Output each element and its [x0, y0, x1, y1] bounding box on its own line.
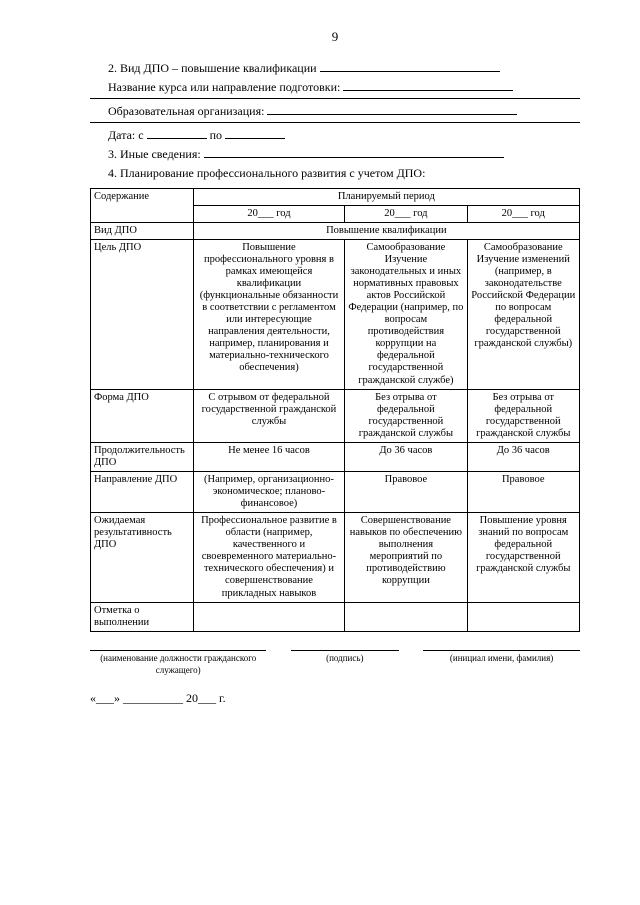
forma-y2: Без отрыва от федеральной государственно… [345, 389, 467, 442]
sig-sign: (подпись) [291, 650, 399, 676]
table-row: Продолжитель­ность ДПО Не менее 16 часов… [91, 442, 580, 471]
sig-position-label: (наименование должности гражданского слу… [90, 650, 266, 676]
section3-label: 3. Иные сведения: [108, 147, 201, 161]
otm-y3 [467, 602, 579, 631]
final-date: «___» __________ 20___ г. [90, 690, 580, 706]
ozh-y2: Совершенствова­ние навыков по обеспечени… [345, 513, 467, 602]
year-cell: 20___ год [193, 205, 345, 222]
prod-y3: До 36 часов [467, 442, 579, 471]
year-cell: 20___ год [467, 205, 579, 222]
org-line: Образовательная организация: [90, 103, 580, 119]
section2-value: повышение квалификации [181, 61, 317, 75]
table-row: Форма ДПО С отрывом от федеральной госуд… [91, 389, 580, 442]
table-row: Цель ДПО Повышение профессионального уро… [91, 239, 580, 389]
signature-row: (наименование должности гражданского слу… [90, 650, 580, 676]
forma-label: Форма ДПО [91, 389, 194, 442]
date-to-label: по [210, 128, 222, 142]
napr-y2: Правовое [345, 471, 467, 512]
document-page: 9 2. Вид ДПО – повышение квалификации На… [0, 0, 640, 905]
header-period: Планируемый период [193, 188, 579, 205]
section-3: 3. Иные сведения: [90, 146, 580, 162]
vid-value: Повышение квалификации [193, 222, 579, 239]
course-name-line: Название курса или направление подготовк… [90, 79, 580, 95]
cel-y2: Самообразование Изучение законодательных… [345, 239, 467, 389]
table-row: Отметка о выполнении [91, 602, 580, 631]
otm-y1 [193, 602, 345, 631]
cel-y3: Самообразование Изучение изменений (напр… [467, 239, 579, 389]
napr-y1: (Например, организационно-экономическое;… [193, 471, 345, 512]
forma-y1: С отрывом от федеральной государственной… [193, 389, 345, 442]
table-row: Вид ДПО Повышение квалификации [91, 222, 580, 239]
ozh-label: Ожидаемая результативность ДПО [91, 513, 194, 602]
ozh-y1: Профессиональное развитие в области (нап… [193, 513, 345, 602]
divider [90, 122, 580, 123]
cel-y1: Повышение профессионального уровня в рам… [193, 239, 345, 389]
sig-name: (инициал имени, фамилия) [423, 650, 580, 676]
table-row: Направление ДПО (Например, организационн… [91, 471, 580, 512]
page-number: 9 [90, 28, 580, 46]
header-content: Содержание [91, 188, 194, 222]
blank-line [225, 127, 285, 139]
planning-table: Содержание Планируемый период 20___ год … [90, 188, 580, 632]
blank-line [320, 60, 500, 72]
course-label: Название курса или направление подготовк… [108, 80, 340, 94]
section-2: 2. Вид ДПО – повышение квалификации [90, 60, 580, 76]
prod-y1: Не менее 16 часов [193, 442, 345, 471]
sig-sign-label: (подпись) [291, 650, 399, 664]
divider [90, 98, 580, 99]
org-label: Образовательная организация: [108, 104, 264, 118]
table-row: Ожидаемая результативность ДПО Профессио… [91, 513, 580, 602]
sig-position: (наименование должности гражданского слу… [90, 650, 266, 676]
otm-label: Отметка о выполнении [91, 602, 194, 631]
blank-line [343, 79, 513, 91]
cel-label: Цель ДПО [91, 239, 194, 389]
blank-line [204, 146, 504, 158]
date-line: Дата: с по [90, 127, 580, 143]
otm-y2 [345, 602, 467, 631]
napr-y3: Правовое [467, 471, 579, 512]
ozh-y3: Повышение уровня знаний по вопросам феде… [467, 513, 579, 602]
napr-label: Направление ДПО [91, 471, 194, 512]
section2-label: 2. Вид ДПО – [108, 61, 178, 75]
sig-name-label: (инициал имени, фамилия) [423, 650, 580, 664]
prod-label: Продолжитель­ность ДПО [91, 442, 194, 471]
date-from-label: Дата: с [108, 128, 144, 142]
vid-label: Вид ДПО [91, 222, 194, 239]
forma-y3: Без отрыва от федеральной государственно… [467, 389, 579, 442]
year-cell: 20___ год [345, 205, 467, 222]
table-row: Содержание Планируемый период [91, 188, 580, 205]
prod-y2: До 36 часов [345, 442, 467, 471]
section-4: 4. Планирование профессионального развит… [90, 165, 580, 181]
blank-line [147, 127, 207, 139]
blank-line [267, 103, 517, 115]
